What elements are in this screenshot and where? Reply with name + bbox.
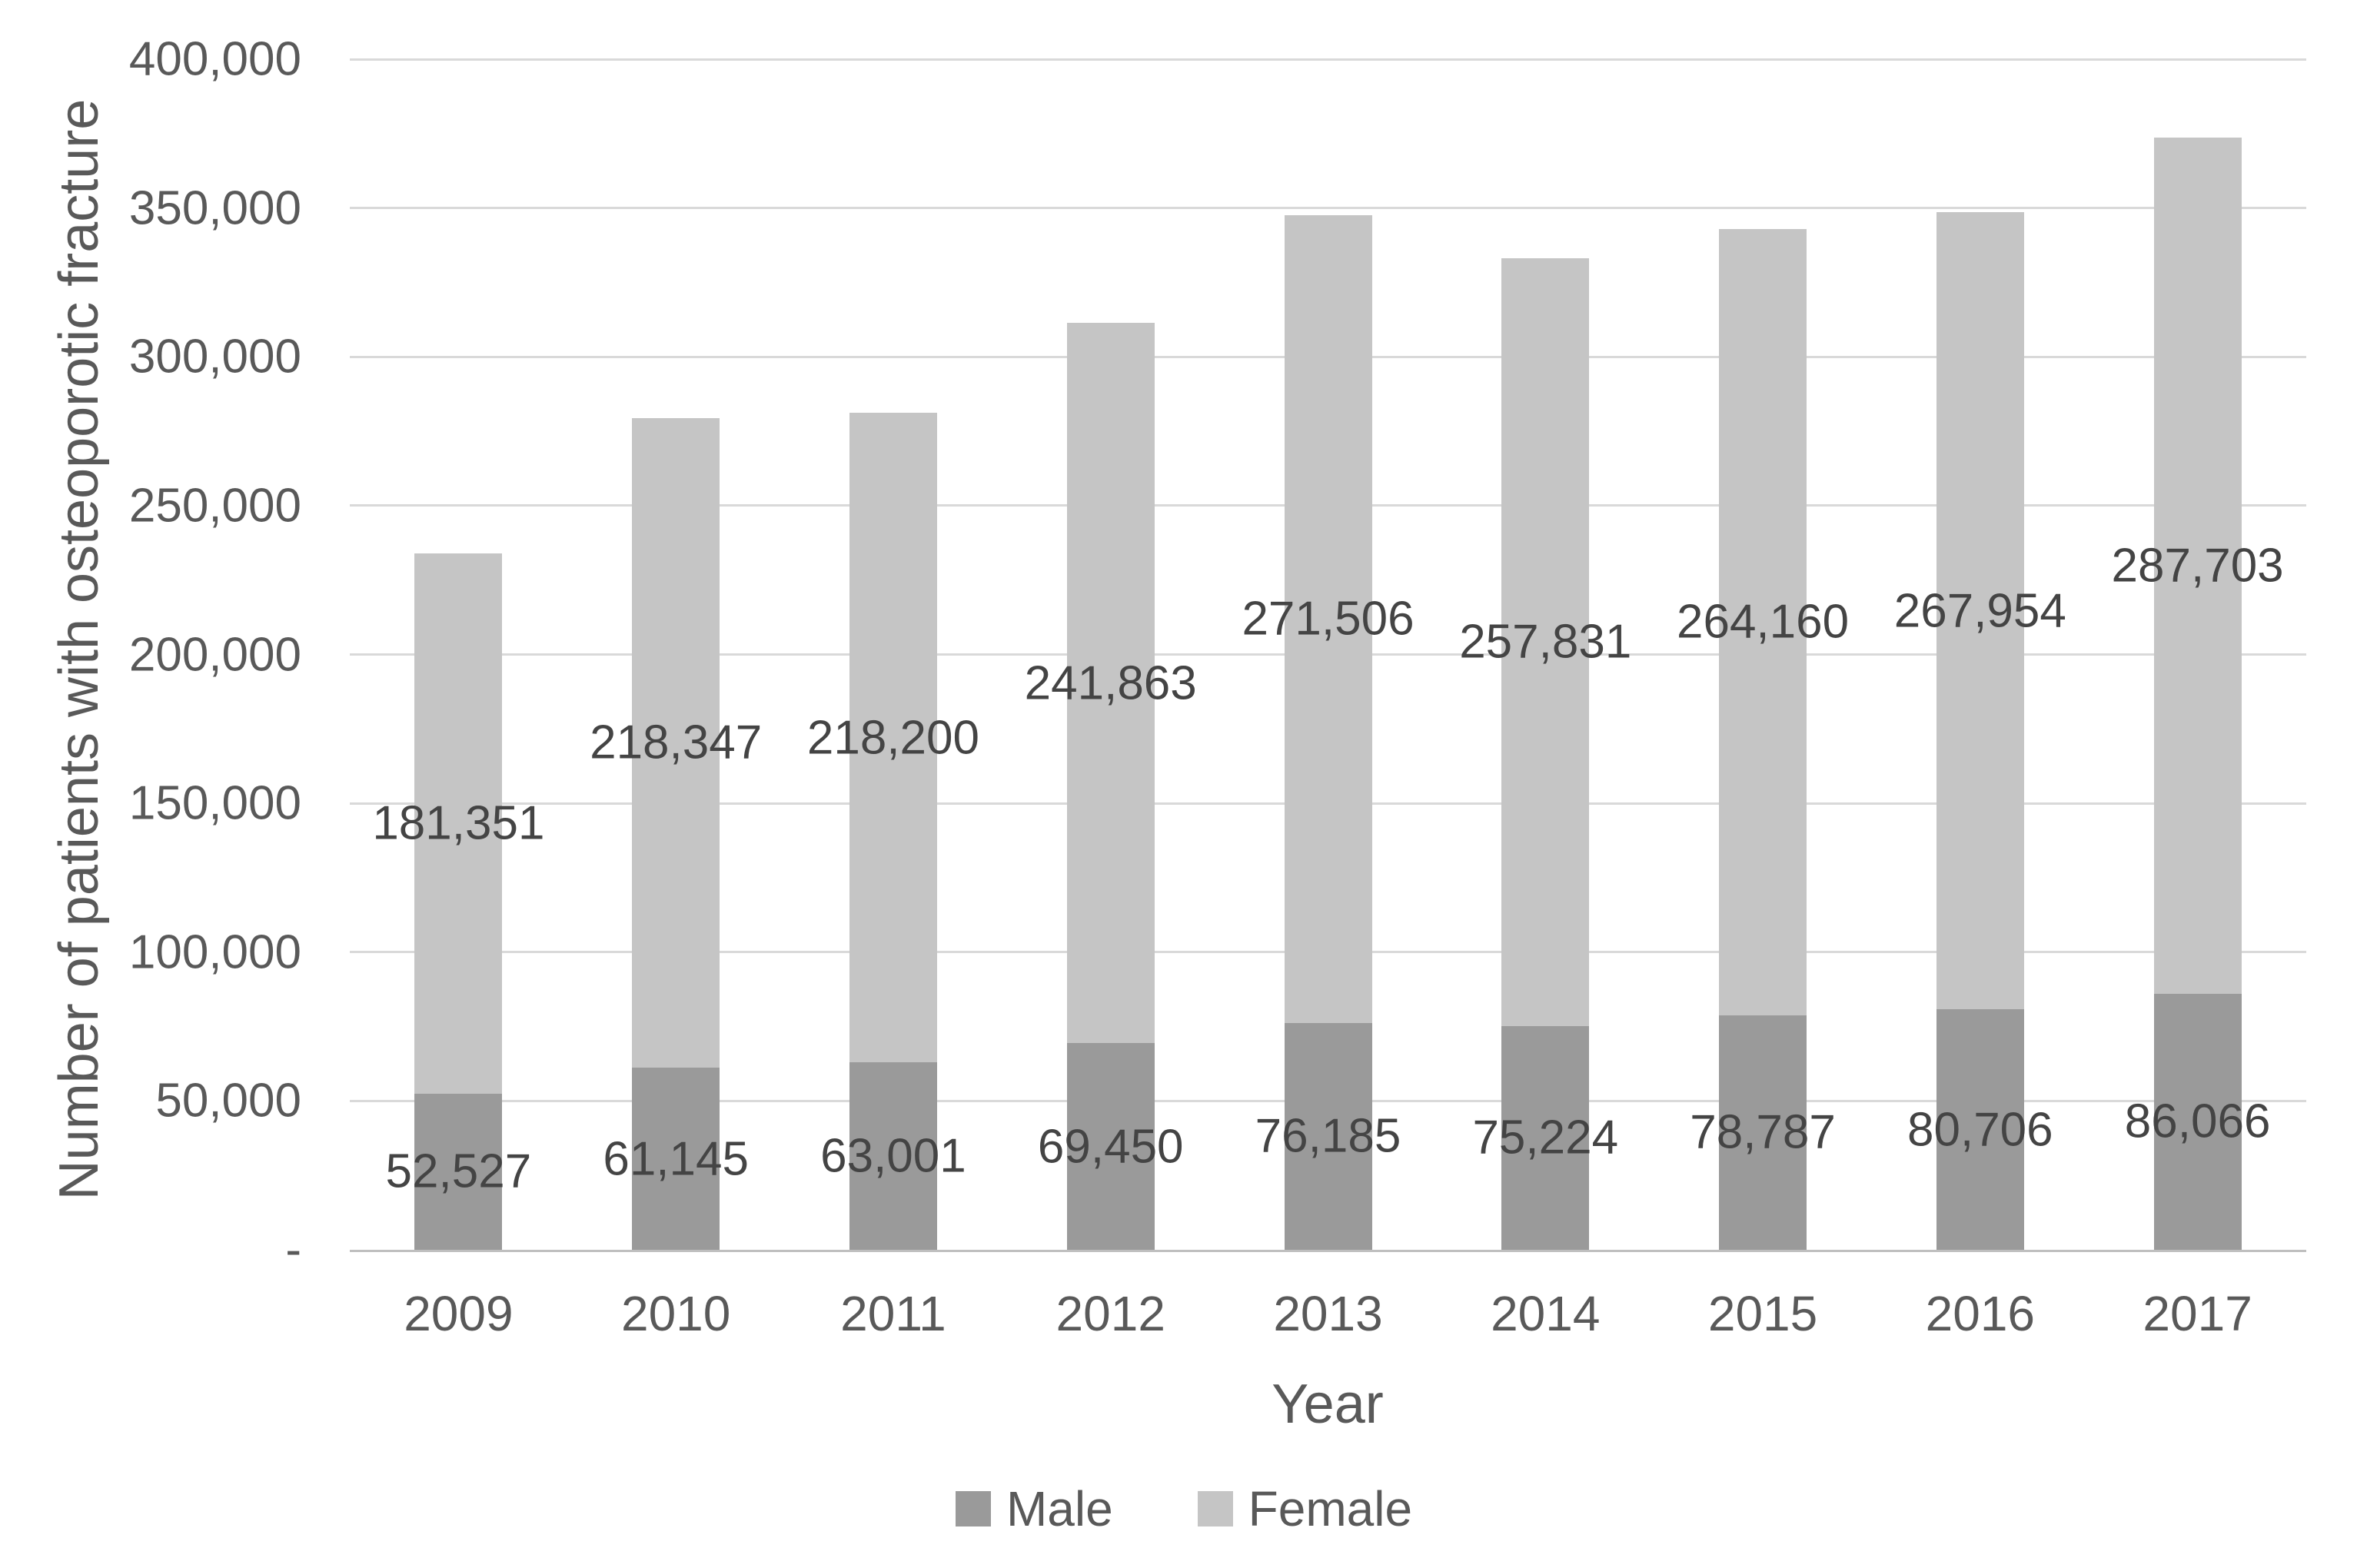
data-label-male-2011: 63,001 bbox=[820, 1129, 966, 1183]
bar-segment-female-2017 bbox=[2153, 137, 2242, 994]
bar-segment-female-2012 bbox=[1066, 323, 1155, 1044]
y-tick-label: 350,000 bbox=[128, 181, 301, 235]
legend-label-female: Female bbox=[1248, 1481, 1413, 1536]
gridline bbox=[350, 58, 2306, 61]
data-label-female-2011: 218,200 bbox=[806, 711, 979, 765]
chart-legend: Male Female bbox=[0, 1480, 2357, 1537]
y-axis-tick-labels: - 50,000 100,000 150,000 200,000 250,000 300,0… bbox=[0, 33, 301, 1277]
data-label-male-2013: 76,185 bbox=[1255, 1109, 1401, 1163]
y-tick-label: - bbox=[285, 1223, 301, 1277]
y-tick-label: 300,000 bbox=[128, 330, 301, 384]
bar-segment-male-2017 bbox=[2153, 993, 2242, 1250]
data-label-male-2015: 78,787 bbox=[1690, 1105, 1836, 1159]
bar-segment-male-2013 bbox=[1284, 1022, 1372, 1250]
data-label-female-2015: 264,160 bbox=[1676, 595, 1850, 649]
legend-swatch-female bbox=[1197, 1491, 1233, 1526]
x-tick-label-2011: 2011 bbox=[840, 1286, 946, 1341]
legend-label-male: Male bbox=[1006, 1481, 1113, 1536]
x-tick-label-2012: 2012 bbox=[1055, 1286, 1165, 1341]
legend-swatch-male bbox=[955, 1491, 991, 1526]
bar-segment-male-2016 bbox=[1936, 1009, 2024, 1250]
x-tick-label-2010: 2010 bbox=[620, 1286, 731, 1341]
data-label-female-2012: 241,863 bbox=[1024, 656, 1197, 710]
x-tick-label-2014: 2014 bbox=[1491, 1286, 1601, 1341]
data-label-female-2014: 257,831 bbox=[1459, 615, 1632, 669]
data-label-male-2014: 75,224 bbox=[1472, 1111, 1619, 1164]
data-label-female-2010: 218,347 bbox=[590, 716, 763, 769]
data-label-male-2016: 80,706 bbox=[1907, 1103, 2053, 1157]
x-tick-label-2017: 2017 bbox=[2143, 1286, 2252, 1341]
bar-segment-male-2014 bbox=[1501, 1025, 1590, 1250]
data-label-male-2017: 86,066 bbox=[2124, 1095, 2271, 1148]
bar-segment-female-2016 bbox=[1936, 211, 2024, 1010]
bar-segment-female-2015 bbox=[1719, 228, 1807, 1015]
bar-segment-female-2009 bbox=[414, 553, 503, 1094]
y-tick-label: 100,000 bbox=[128, 925, 301, 979]
x-tick-label-2016: 2016 bbox=[1925, 1286, 2036, 1341]
y-tick-label: 200,000 bbox=[128, 628, 301, 681]
y-tick-label: 50,000 bbox=[155, 1074, 301, 1128]
x-tick-label-2013: 2013 bbox=[1273, 1286, 1383, 1341]
bar-segment-male-2009 bbox=[414, 1093, 503, 1250]
bar-segment-male-2010 bbox=[632, 1068, 720, 1250]
gridline bbox=[350, 207, 2306, 210]
data-label-female-2013: 271,506 bbox=[1242, 592, 1415, 646]
data-label-male-2012: 69,450 bbox=[1037, 1120, 1184, 1174]
data-label-male-2010: 61,145 bbox=[603, 1132, 749, 1186]
bar-segment-female-2010 bbox=[632, 417, 720, 1068]
x-axis-tick-labels: 2009 2010 2011 2012 2013 2014 2015 2016 2017 bbox=[350, 1285, 2306, 1347]
bar-segment-female-2011 bbox=[849, 413, 937, 1063]
legend-item-male: Male bbox=[955, 1480, 1113, 1537]
data-label-female-2009: 181,351 bbox=[372, 796, 545, 850]
y-tick-label: 400,000 bbox=[128, 32, 301, 86]
data-label-female-2016: 267,954 bbox=[1893, 584, 2066, 638]
data-label-female-2017: 287,703 bbox=[2111, 539, 2284, 593]
plot-area: 52,527 181,351 61,145 218,347 63,001 218,200 6… bbox=[350, 58, 2306, 1252]
bar-segment-male-2011 bbox=[849, 1062, 937, 1250]
x-tick-label-2009: 2009 bbox=[404, 1286, 514, 1341]
bar-segment-female-2013 bbox=[1284, 214, 1372, 1023]
bar-segment-female-2014 bbox=[1501, 258, 1590, 1026]
legend-item-female: Female bbox=[1197, 1480, 1413, 1537]
y-tick-label: 250,000 bbox=[128, 479, 301, 533]
bar-segment-male-2015 bbox=[1719, 1015, 1807, 1250]
x-tick-label-2015: 2015 bbox=[1707, 1286, 1818, 1341]
bar-segment-male-2012 bbox=[1066, 1043, 1155, 1250]
data-label-male-2009: 52,527 bbox=[385, 1144, 532, 1198]
y-tick-label: 150,000 bbox=[128, 776, 301, 830]
x-axis-title: Year bbox=[1272, 1374, 1384, 1435]
